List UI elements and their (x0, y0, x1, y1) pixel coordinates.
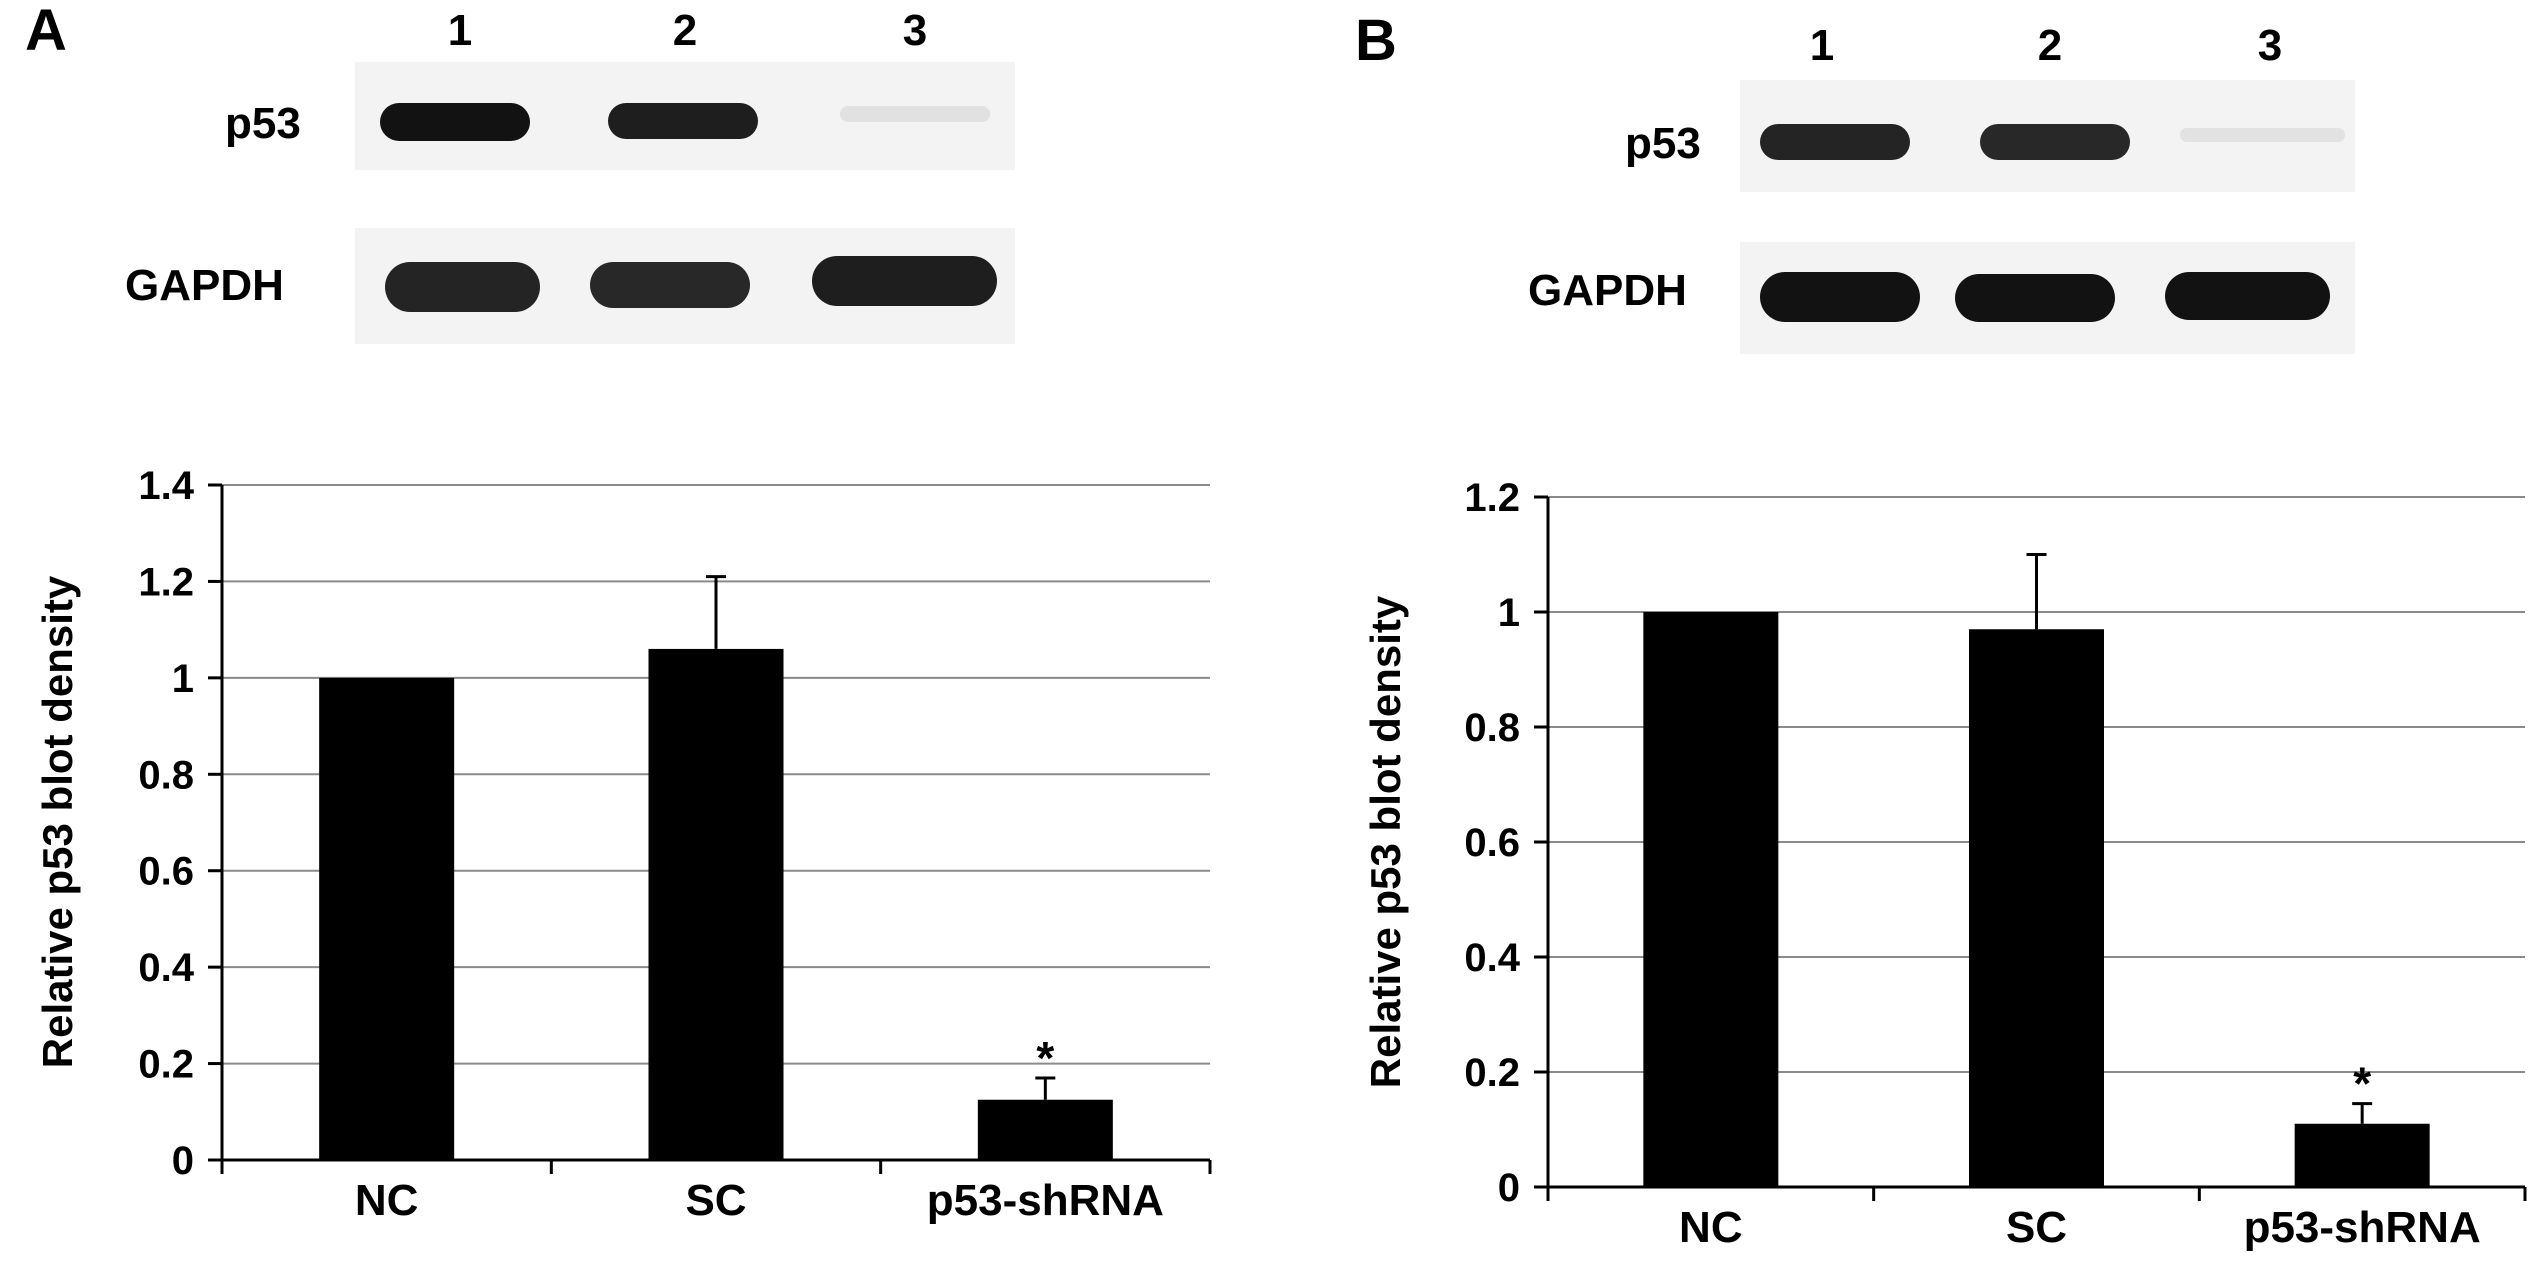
panel-b-blot-label-p53: p53 (1625, 119, 1701, 168)
panel-b-lane-2: 2 (2038, 21, 2062, 70)
panel-a-gapdh-band-1 (385, 262, 540, 312)
panel-b-bar-2 (2294, 1123, 2430, 1187)
panel-b-category-label-0: NC (1679, 1203, 1743, 1252)
panel-a-bar-chart: 0 0.2 0.4 0.6 0.8 1 1.2 1.4 NC SC * p53-shRNA Relati… (34, 464, 1212, 1225)
panel-a-ytick-label-3: 0.6 (138, 850, 194, 894)
panel-b-category-label-2: p53-shRNA (2244, 1203, 2481, 1252)
panel-b-ytick-label-0: 0 (1498, 1166, 1520, 1210)
panel-a-gapdh-band-3 (812, 256, 997, 306)
panel-a-lane-2: 2 (673, 6, 697, 55)
panel-a-ytick-label-6: 1.2 (138, 560, 194, 604)
panel-b-ytick-label-1: 0.2 (1464, 1051, 1520, 1095)
panel-a-blot-label-gapdh: GAPDH (125, 261, 284, 310)
panel-a-lane-3: 3 (903, 6, 927, 55)
panel-a-letter: A (25, 0, 67, 63)
panel-b-bar-1 (1969, 629, 2104, 1187)
panel-b-y-axis-title: Relative p53 blot density (1362, 595, 1409, 1088)
panel-a-bar-0 (319, 677, 455, 1160)
panel-a-ytick-label-5: 1 (172, 657, 194, 701)
panel-b-lane-3: 3 (2258, 21, 2282, 70)
panel-b-p53-band-1 (1760, 124, 1910, 160)
panel-a-p53-band-2 (608, 103, 758, 139)
panel-b-significance-marker-2: * (2353, 1058, 2371, 1110)
panel-b: B 1 2 3 p53 GAPDH 0 0.2 0.4 0.6 0.8 1 1.2 NC SC *… (1355, 8, 2527, 1252)
panel-a-p53-band-1 (380, 103, 530, 141)
panel-b-ytick-label-2: 0.4 (1464, 936, 1520, 980)
panel-a-bar-1 (648, 648, 784, 1160)
panel-a-ytick-label-0: 0 (172, 1139, 194, 1183)
panel-b-ytick-label-4: 0.8 (1464, 706, 1520, 750)
panel-a-category-label-1: SC (685, 1176, 746, 1225)
panel-b-p53-band-3 (2180, 128, 2345, 142)
panel-b-lane-1: 1 (1810, 21, 1834, 70)
panel-b-blot-label-gapdh: GAPDH (1528, 266, 1687, 315)
panel-a-p53-band-3 (840, 106, 990, 122)
panel-b-gapdh-band-1 (1760, 272, 1920, 322)
panel-a-ytick-label-7: 1.4 (138, 464, 194, 508)
panel-a-gapdh-band-2 (590, 262, 750, 308)
panel-b-gapdh-band-3 (2165, 272, 2330, 320)
panel-b-gapdh-band-2 (1955, 274, 2115, 322)
panel-a-ytick-label-2: 0.4 (138, 946, 194, 990)
panel-a: A 1 2 3 p53 GAPDH 0 0.2 0.4 0.6 0.8 1 1.2 1.4 NC… (25, 0, 1212, 1225)
panel-a-ytick-label-4: 0.8 (138, 753, 194, 797)
panel-b-bar-chart: 0 0.2 0.4 0.6 0.8 1 1.2 NC SC * p53-shRNA Relative … (1362, 476, 2527, 1252)
panel-b-ytick-label-5: 1 (1498, 591, 1520, 635)
panel-a-lane-1: 1 (448, 6, 472, 55)
panel-b-ytick-label-6: 1.2 (1464, 476, 1520, 520)
panel-a-category-label-0: NC (355, 1176, 419, 1225)
panel-a-bar-2 (977, 1099, 1113, 1160)
panel-b-category-label-1: SC (2006, 1203, 2067, 1252)
panel-a-blot-label-p53: p53 (225, 99, 301, 148)
panel-b-bar-0 (1643, 612, 1779, 1187)
panel-a-ytick-label-1: 0.2 (138, 1043, 194, 1087)
panel-b-ytick-label-3: 0.6 (1464, 821, 1520, 865)
panel-a-significance-marker-2: * (1036, 1032, 1054, 1084)
panel-a-category-label-2: p53-shRNA (927, 1176, 1164, 1225)
panel-b-letter: B (1355, 8, 1397, 73)
panel-a-y-axis-title: Relative p53 blot density (34, 575, 81, 1068)
panel-b-p53-band-2 (1980, 124, 2130, 160)
